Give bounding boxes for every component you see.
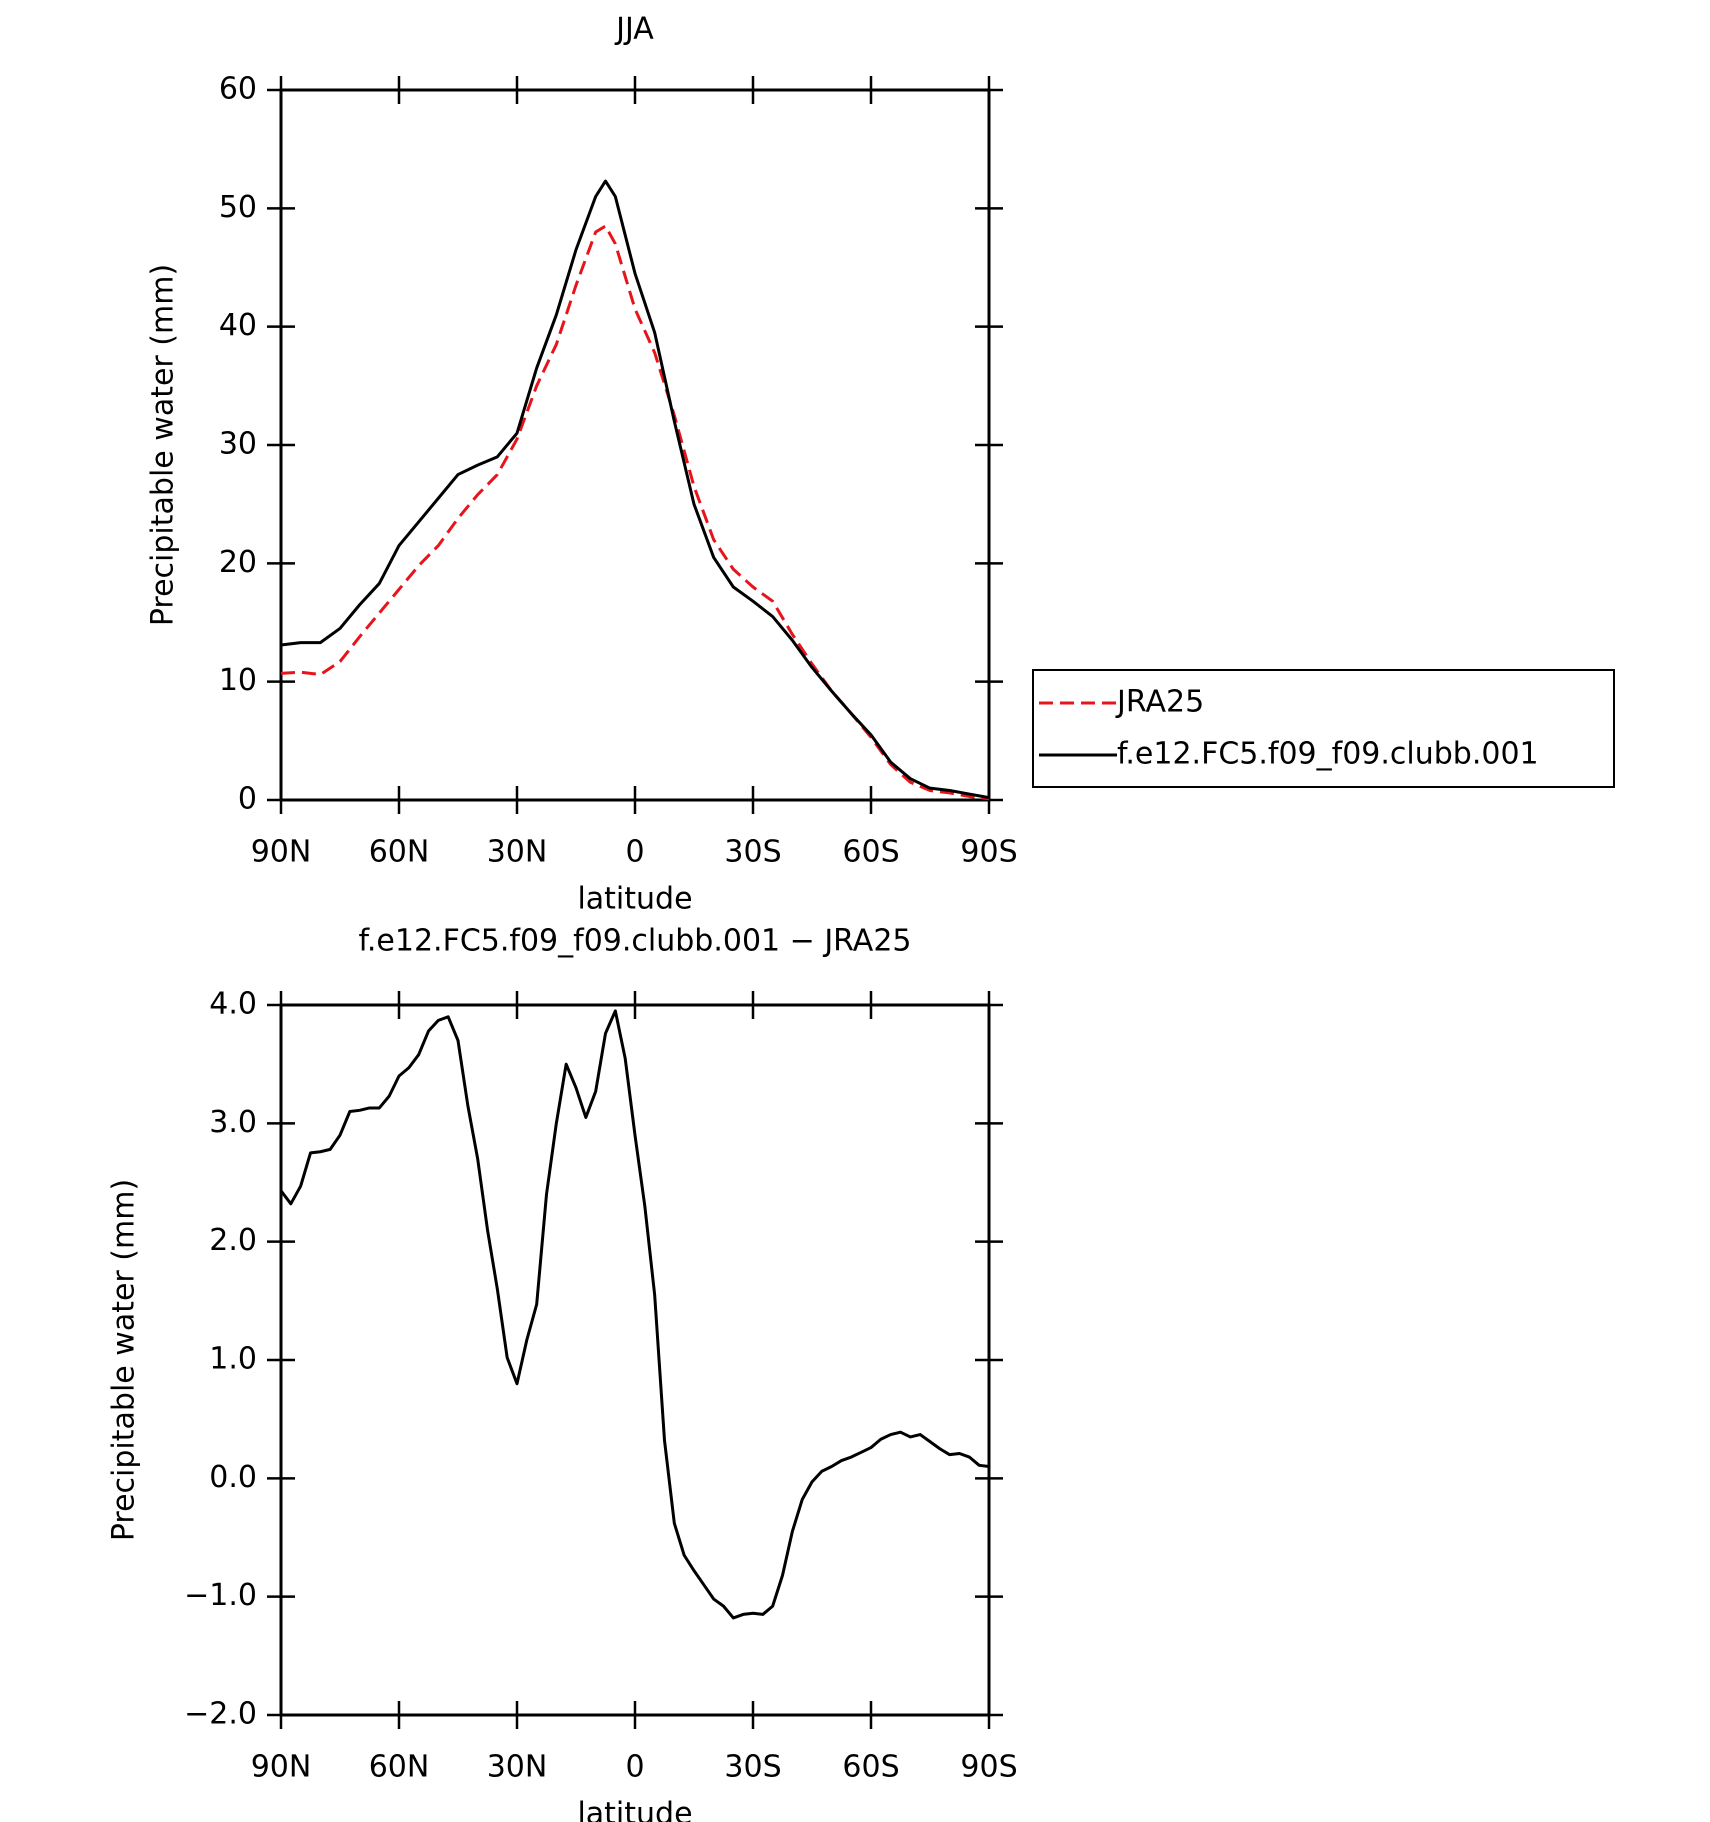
y-axis-label: Precipitable water (mm) <box>146 264 181 626</box>
x-tick-label: 0 <box>625 1750 644 1785</box>
data-line <box>280 224 990 801</box>
x-tick-label: 90S <box>960 835 1017 870</box>
legend-box <box>1032 669 1615 788</box>
x-axis-label: latitude <box>577 882 692 917</box>
y-tick-label: 40 <box>219 308 257 343</box>
y-axis-label: Precipitable water (mm) <box>107 1179 142 1541</box>
y-tick-label: 0.0 <box>209 1460 257 1495</box>
y-tick-label: 30 <box>219 427 257 462</box>
y-tick-label: 20 <box>219 545 257 580</box>
y-tick-label: 4.0 <box>209 987 257 1022</box>
x-tick-label: 60S <box>842 1750 899 1785</box>
chart-title: JJA <box>614 12 654 47</box>
y-tick-label: 1.0 <box>209 1342 257 1377</box>
legend-label: f.e12.FC5.f09_f09.clubb.001 <box>1117 737 1539 772</box>
x-tick-label: 90S <box>960 1750 1017 1785</box>
y-tick-label: −2.0 <box>184 1697 257 1732</box>
y-tick-label: 60 <box>219 72 257 107</box>
y-tick-label: 3.0 <box>209 1105 257 1140</box>
x-tick-label: 30S <box>724 1750 781 1785</box>
data-line <box>280 179 990 800</box>
y-tick-label: 50 <box>219 190 257 225</box>
plot-frame <box>279 1003 991 1717</box>
chart-title: f.e12.FC5.f09_f09.clubb.001 − JRA25 <box>358 924 911 959</box>
legend-label: JRA25 <box>1115 685 1204 720</box>
plot-frame <box>279 88 991 802</box>
x-tick-label: 30N <box>487 835 548 870</box>
x-tick-label: 30S <box>724 835 781 870</box>
x-tick-label: 60S <box>842 835 899 870</box>
y-tick-label: 0 <box>238 782 257 817</box>
x-tick-label: 0 <box>625 835 644 870</box>
data-line <box>279 1009 990 1620</box>
y-tick-label: 2.0 <box>209 1223 257 1258</box>
x-tick-label: 60N <box>369 835 430 870</box>
y-tick-label: −1.0 <box>184 1578 257 1613</box>
y-tick-label: 10 <box>219 663 257 698</box>
x-tick-label: 30N <box>487 1750 548 1785</box>
x-tick-label: 90N <box>251 835 312 870</box>
x-tick-label: 90N <box>251 1750 312 1785</box>
x-tick-label: 60N <box>369 1750 430 1785</box>
x-axis-label: latitude <box>577 1797 692 1822</box>
